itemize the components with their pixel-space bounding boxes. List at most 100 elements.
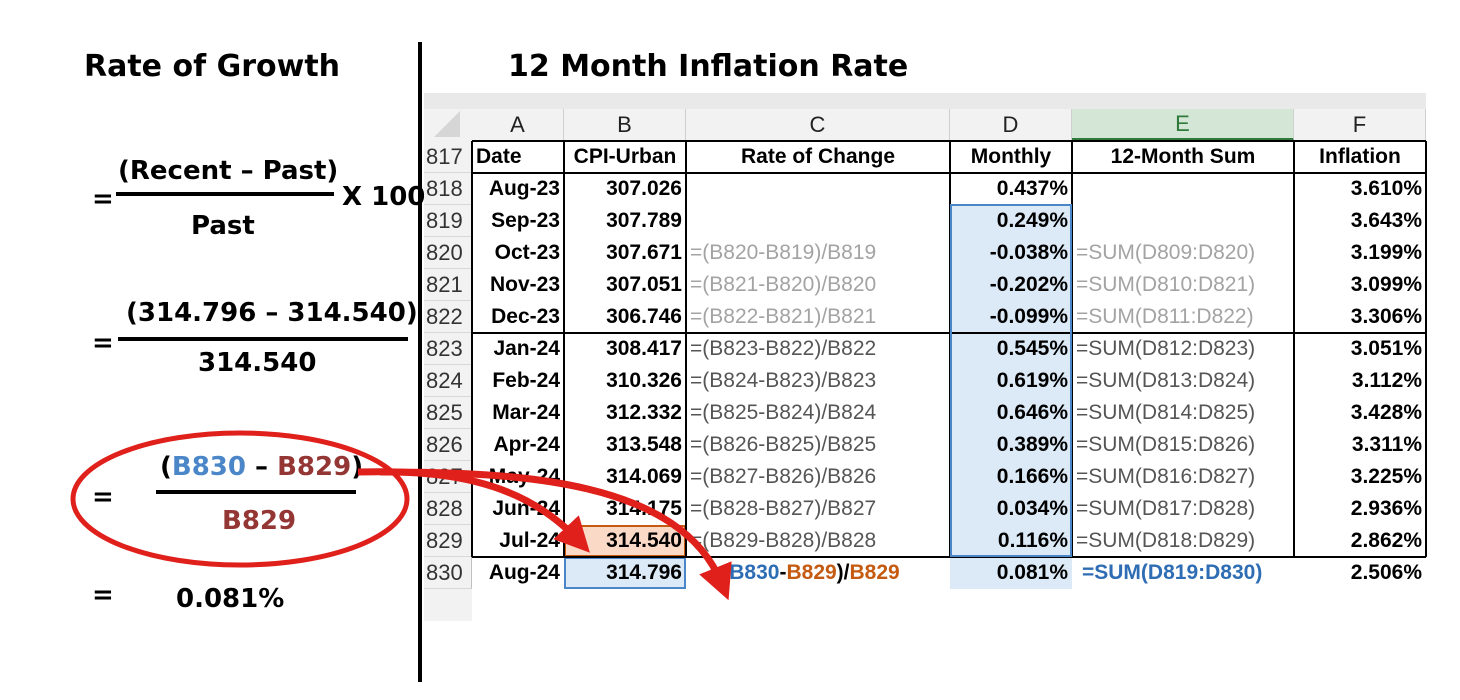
equals-sign: = bbox=[92, 580, 114, 610]
cell-date[interactable]: Jul-24 bbox=[499, 529, 560, 552]
cell-sum[interactable]: =SUM(D814:D825) bbox=[1076, 401, 1256, 424]
cell-inflation[interactable]: 3.051% bbox=[1350, 337, 1422, 360]
cell-cpi[interactable]: 308.417 bbox=[606, 337, 682, 360]
cell-cpi[interactable]: 307.051 bbox=[606, 273, 682, 296]
grid-line bbox=[472, 556, 1426, 558]
cell-date[interactable]: Aug-23 bbox=[488, 177, 560, 200]
formula-part: )/ bbox=[836, 561, 850, 584]
grid-line bbox=[472, 172, 1426, 174]
cell-date[interactable]: Nov-23 bbox=[489, 273, 560, 296]
cell-sum[interactable]: =SUM(D817:D828) bbox=[1076, 497, 1256, 520]
grid-line bbox=[472, 140, 1426, 142]
cell-monthly[interactable]: 0.619% bbox=[950, 365, 1072, 397]
cell-rate[interactable]: =(B829-B828)/B828 bbox=[690, 529, 877, 552]
grid-line bbox=[1425, 141, 1427, 557]
cell-cpi[interactable]: 314.796 bbox=[564, 557, 686, 589]
cell-inflation[interactable]: 3.311% bbox=[1351, 433, 1422, 456]
select-all-corner[interactable] bbox=[434, 111, 460, 137]
header-cell-cpi[interactable]: CPI-Urban bbox=[573, 145, 677, 168]
row-number[interactable]: 825 bbox=[424, 397, 472, 429]
equals-sign: = bbox=[92, 328, 114, 358]
paren-close: ) bbox=[351, 452, 364, 482]
cell-inflation[interactable]: 3.306% bbox=[1350, 305, 1422, 328]
cell-sum[interactable]: =SUM(D816:D827) bbox=[1076, 465, 1256, 488]
cell-rate[interactable]: =(B824-B823)/B823 bbox=[690, 369, 877, 392]
minus: – bbox=[245, 452, 278, 482]
cell-cpi[interactable]: 312.332 bbox=[606, 401, 682, 424]
header-cell-inflation[interactable]: Inflation bbox=[1319, 145, 1401, 168]
cell-cpi[interactable]: 306.746 bbox=[606, 305, 682, 328]
cell-monthly[interactable]: 0.249% bbox=[950, 205, 1072, 237]
cell-inflation[interactable]: 3.225% bbox=[1350, 465, 1422, 488]
cell-rate[interactable]: =(B825-B824)/B824 bbox=[690, 401, 877, 424]
cell-monthly[interactable]: -0.202% bbox=[950, 269, 1072, 301]
fraction-bar bbox=[118, 337, 408, 341]
cell-sum[interactable]: =SUM(D812:D823) bbox=[1076, 337, 1256, 360]
grid-line bbox=[1293, 141, 1295, 557]
header-cell-date[interactable]: Date bbox=[476, 145, 522, 168]
highlight-ellipse bbox=[70, 430, 410, 568]
cell-inflation[interactable]: 2.936% bbox=[1350, 497, 1422, 520]
cell-date[interactable]: Apr-24 bbox=[493, 433, 560, 456]
cell-monthly[interactable]: -0.099% bbox=[950, 301, 1072, 333]
cell-sum[interactable]: =SUM(D815:D826) bbox=[1076, 433, 1256, 456]
cell-inflation[interactable]: 3.643% bbox=[1350, 209, 1422, 232]
arrow-to-formula-cell bbox=[379, 468, 732, 601]
cell-rate[interactable]: =(B826-B825)/B825 bbox=[690, 433, 877, 456]
row-number[interactable]: 830 bbox=[424, 557, 472, 589]
cell-rate[interactable]: =(B821-B820)/B820 bbox=[690, 273, 877, 296]
cell-inflation[interactable]: 2.506% bbox=[1350, 561, 1422, 584]
cell-date[interactable]: Dec-23 bbox=[491, 305, 560, 328]
cell-rate[interactable]: =(B822-B821)/B821 bbox=[690, 305, 877, 328]
grid-line bbox=[472, 332, 1426, 334]
row-number[interactable]: 819 bbox=[424, 205, 472, 237]
cell-date[interactable]: Mar-24 bbox=[492, 401, 560, 424]
cell-sum[interactable]: =SUM(D818:D829) bbox=[1076, 529, 1256, 552]
cell-rate[interactable]: =(B827-B826)/B826 bbox=[690, 465, 877, 488]
row-number[interactable]: 829 bbox=[424, 525, 472, 557]
cell-monthly[interactable]: 0.545% bbox=[950, 333, 1072, 365]
cell-date[interactable]: Jan-24 bbox=[493, 337, 560, 360]
cell-inflation[interactable]: 3.112% bbox=[1351, 369, 1422, 392]
cell-sum[interactable]: =SUM(D819:D830) bbox=[1082, 561, 1263, 584]
formula-multiplier: X 100 bbox=[342, 182, 426, 212]
grid-line bbox=[563, 141, 565, 557]
cell-rate[interactable]: =(B828-B827)/B827 bbox=[690, 497, 877, 520]
grid-line bbox=[685, 141, 687, 557]
cell-inflation[interactable]: 3.428% bbox=[1350, 401, 1422, 424]
cell-sum[interactable]: =SUM(D813:D824) bbox=[1076, 369, 1256, 392]
cell-monthly[interactable]: 0.166% bbox=[950, 461, 1072, 493]
row-number[interactable]: 821 bbox=[424, 269, 472, 301]
cell-cpi[interactable]: 313.548 bbox=[606, 433, 682, 456]
cell-inflation[interactable]: 3.610% bbox=[1350, 177, 1422, 200]
cell-cpi[interactable]: 310.326 bbox=[606, 369, 682, 392]
cell-monthly[interactable]: 0.081% bbox=[950, 557, 1072, 589]
cell-monthly[interactable]: 0.389% bbox=[950, 429, 1072, 461]
cell-sum[interactable]: =SUM(D811:D822) bbox=[1076, 305, 1254, 328]
cell-rate[interactable]: =(B823-B822)/B822 bbox=[690, 337, 877, 360]
cell-cpi[interactable]: 307.789 bbox=[606, 209, 682, 232]
cell-date[interactable]: Aug-24 bbox=[488, 561, 560, 584]
cell-sum[interactable]: =SUM(D810:D821) bbox=[1076, 273, 1256, 296]
cell-date[interactable]: Sep-23 bbox=[491, 209, 560, 232]
cell-cpi[interactable]: 314.069 bbox=[606, 465, 682, 488]
cell-monthly[interactable]: 0.034% bbox=[950, 493, 1072, 525]
cell-date[interactable]: Feb-24 bbox=[492, 369, 560, 392]
cell-inflation[interactable]: 3.199% bbox=[1350, 241, 1422, 264]
header-cell-rate[interactable]: Rate of Change bbox=[740, 145, 895, 168]
cell-monthly[interactable]: 0.646% bbox=[950, 397, 1072, 429]
cell-date[interactable]: Oct-23 bbox=[494, 241, 560, 264]
cell-rate[interactable]: =(B820-B819)/B819 bbox=[690, 241, 877, 264]
column-header-e[interactable]: E bbox=[1072, 109, 1294, 141]
cell-cpi[interactable]: 307.671 bbox=[606, 241, 682, 264]
cell-monthly[interactable]: 0.437% bbox=[996, 177, 1068, 200]
spreadsheet[interactable]: A B C D E F 817 Date CPI-Urban Rate of Change Mont… bbox=[424, 93, 1427, 633]
cell-sum[interactable]: =SUM(D809:D820) bbox=[1076, 241, 1256, 264]
cell-inflation[interactable]: 2.862% bbox=[1350, 529, 1422, 552]
cell-monthly[interactable]: 0.116% bbox=[950, 525, 1072, 557]
cell-cpi[interactable]: 307.026 bbox=[606, 177, 682, 200]
cell-monthly[interactable]: -0.038% bbox=[950, 237, 1072, 269]
cell-inflation[interactable]: 3.099% bbox=[1350, 273, 1422, 296]
header-cell-monthly[interactable]: Monthly bbox=[970, 145, 1052, 168]
header-cell-sum[interactable]: 12-Month Sum bbox=[1110, 145, 1256, 168]
